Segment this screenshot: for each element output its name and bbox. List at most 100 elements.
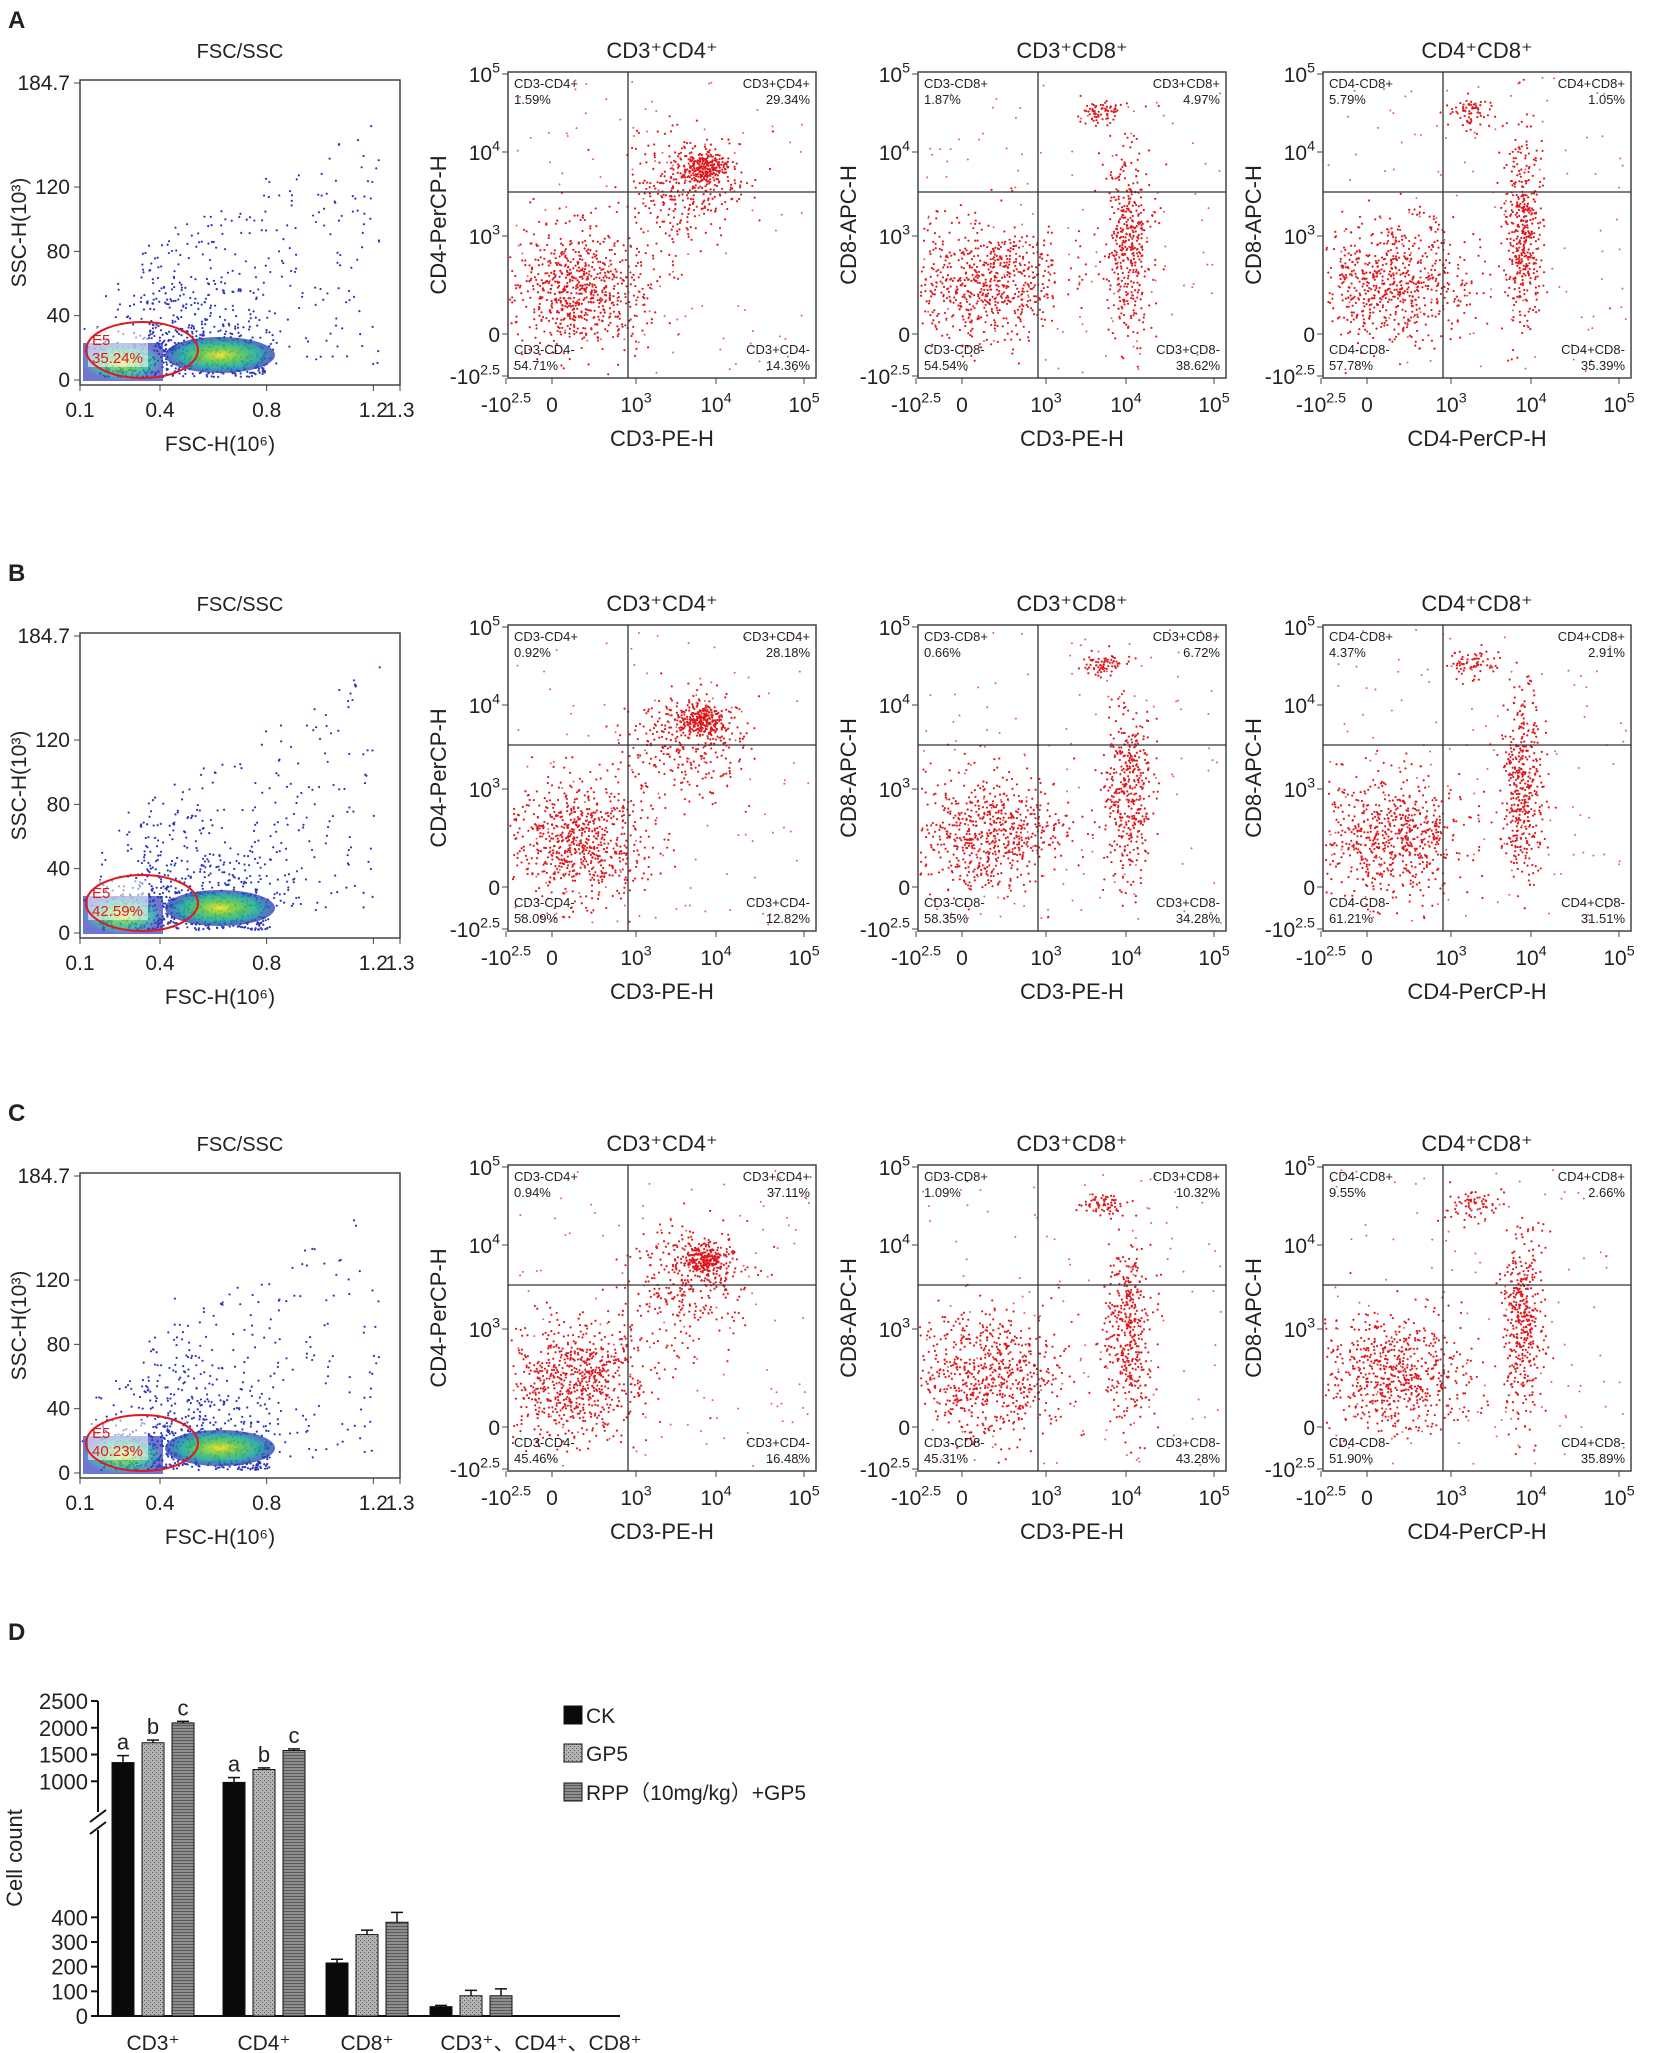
scatter-point <box>347 289 351 293</box>
event-point <box>1019 318 1022 321</box>
axis-tick-label: 103 <box>620 391 651 417</box>
event-point <box>1397 304 1400 307</box>
event-point <box>1341 210 1344 213</box>
event-point <box>1566 172 1569 175</box>
event-point <box>704 143 707 146</box>
event-point <box>977 295 980 298</box>
event-point <box>1532 208 1535 212</box>
event-point <box>671 225 675 228</box>
event-point <box>975 265 979 268</box>
event-point <box>1541 184 1545 187</box>
event-point <box>974 239 977 242</box>
axis-tick-label: 103 <box>469 223 500 249</box>
event-point <box>1537 285 1541 288</box>
event-point <box>657 189 660 192</box>
event-point <box>1389 313 1392 316</box>
scatter-point <box>267 257 270 260</box>
event-point <box>1414 340 1417 343</box>
event-point <box>1368 254 1371 257</box>
scatter-point <box>256 324 259 327</box>
event-point <box>543 257 546 260</box>
event-point <box>1334 230 1337 233</box>
event-point <box>1045 293 1048 296</box>
scatter-point <box>371 895 374 898</box>
event-point <box>1138 243 1141 246</box>
event-point <box>1109 121 1112 125</box>
event-point <box>633 207 637 210</box>
event-point <box>574 264 577 267</box>
event-point <box>665 179 668 182</box>
tick-text: 0 <box>546 394 558 417</box>
event-point <box>629 245 633 248</box>
scatter-point <box>220 281 223 284</box>
y-tick-label: 184.7 <box>17 72 70 95</box>
event-point <box>595 224 598 228</box>
scatter-point <box>170 300 173 303</box>
event-point <box>624 295 627 299</box>
event-point <box>1137 205 1140 208</box>
event-point <box>995 97 998 100</box>
event-point <box>1399 228 1402 232</box>
event-point <box>1355 316 1358 319</box>
event-point <box>578 316 581 319</box>
event-point <box>1599 229 1602 232</box>
event-point <box>735 162 738 165</box>
event-point <box>925 300 928 303</box>
event-point <box>1532 236 1535 239</box>
event-point <box>684 171 687 174</box>
event-point <box>1126 247 1129 250</box>
event-point <box>641 329 644 332</box>
event-point <box>1358 215 1362 218</box>
event-point <box>968 315 971 318</box>
event-point <box>1386 323 1389 327</box>
event-point <box>1516 271 1519 274</box>
event-point <box>571 279 574 282</box>
event-point <box>544 209 547 212</box>
tick-text: 0 <box>1361 394 1373 417</box>
event-point <box>554 274 557 277</box>
event-point <box>686 168 689 171</box>
scatter-point <box>187 326 190 329</box>
event-point <box>566 134 569 137</box>
event-point <box>994 321 997 324</box>
event-point <box>1117 198 1120 201</box>
event-point <box>1479 246 1482 249</box>
event-point <box>1514 261 1518 264</box>
event-point <box>649 283 653 286</box>
event-point <box>1385 309 1388 312</box>
event-point <box>1013 274 1016 277</box>
event-point <box>652 167 655 170</box>
event-point <box>597 315 600 318</box>
event-point <box>701 167 704 170</box>
scatter-point <box>162 361 165 364</box>
event-point <box>1002 317 1005 320</box>
event-point <box>595 254 598 257</box>
event-point <box>1509 275 1512 279</box>
scatter-point <box>207 225 210 228</box>
event-point <box>1416 285 1420 288</box>
event-point <box>1012 241 1016 244</box>
event-point <box>708 182 711 185</box>
event-point <box>713 183 717 187</box>
event-point <box>1093 115 1096 118</box>
event-point <box>1423 304 1427 307</box>
scatter-point <box>209 267 212 270</box>
scatter-point <box>155 323 158 326</box>
event-point <box>1392 277 1395 280</box>
event-point <box>1079 120 1082 123</box>
scatter-point <box>279 330 282 333</box>
event-point <box>953 296 956 299</box>
scatter-point <box>177 233 180 236</box>
event-point <box>1414 298 1417 301</box>
scatter-point <box>161 333 164 336</box>
event-point <box>1516 203 1519 206</box>
event-point <box>569 297 572 300</box>
event-point <box>714 156 717 160</box>
event-point <box>1401 308 1404 311</box>
event-point <box>1540 139 1543 143</box>
event-point <box>1154 258 1157 261</box>
scatter-point <box>369 197 372 200</box>
event-point <box>1341 282 1344 285</box>
event-point <box>985 310 988 313</box>
event-point <box>596 240 599 243</box>
